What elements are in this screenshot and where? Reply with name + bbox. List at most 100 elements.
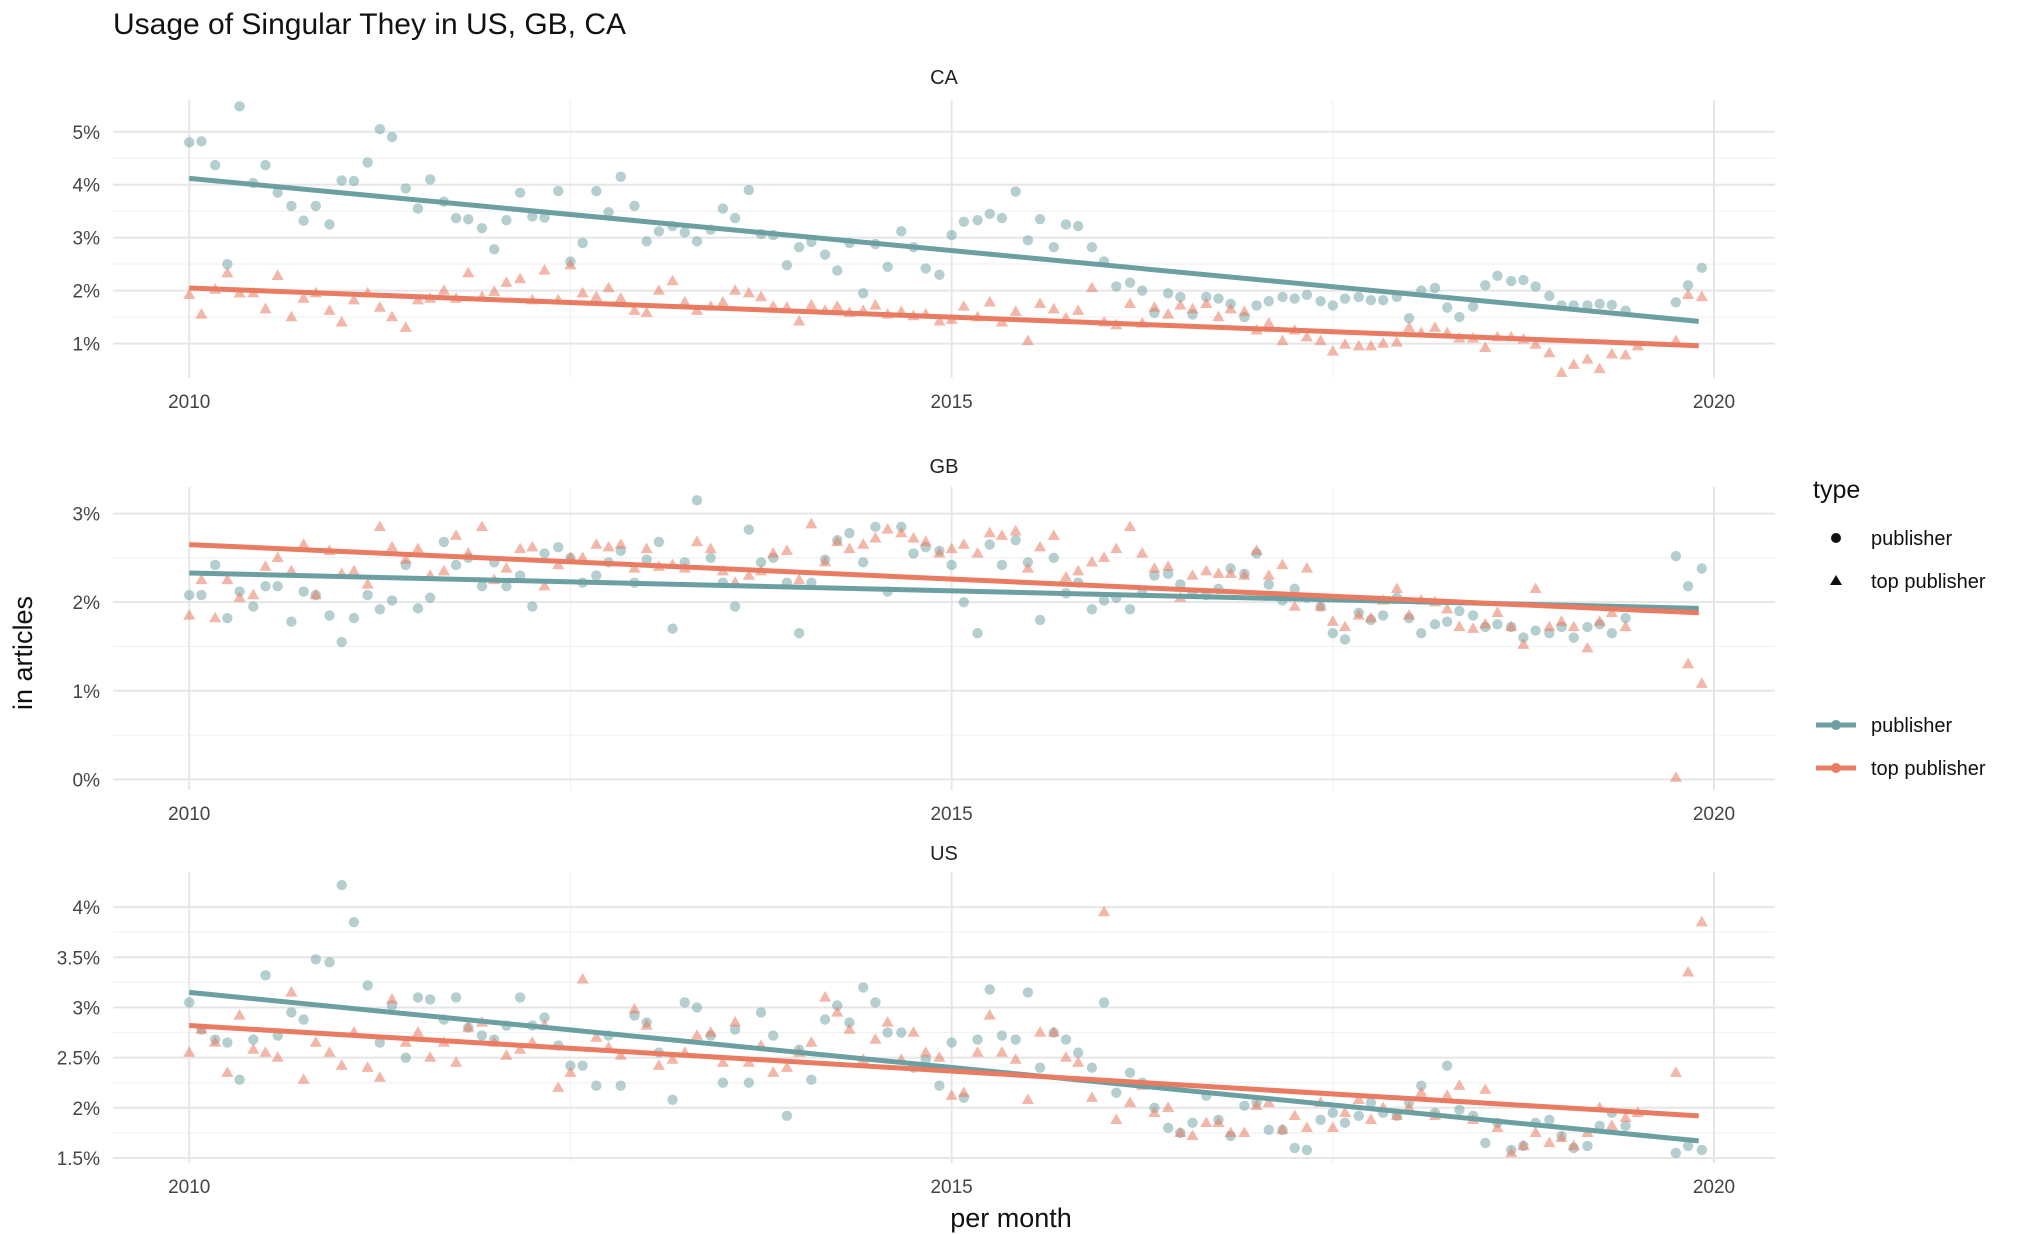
data-point: [652, 284, 665, 295]
legend-key-triangle: [1830, 575, 1842, 585]
data-point: [195, 308, 208, 319]
data-point: [691, 495, 703, 506]
data-point: [1289, 583, 1300, 595]
data-point: [832, 265, 843, 276]
data-point: [1262, 317, 1275, 328]
data-point: [591, 185, 602, 197]
data-point: [1669, 771, 1682, 782]
data-point: [1033, 297, 1047, 309]
data-point: [946, 559, 957, 571]
data-point: [488, 244, 500, 255]
data-point: [869, 299, 882, 310]
y-tick-label: 1.5%: [57, 1149, 100, 1170]
data-point: [577, 1060, 588, 1071]
data-point: [831, 535, 844, 547]
data-point: [614, 292, 627, 303]
y-tick-label: 3%: [73, 505, 101, 526]
data-point: [1327, 1107, 1339, 1119]
data-point: [1670, 297, 1682, 308]
data-point: [1238, 569, 1251, 580]
data-point: [335, 316, 348, 327]
data-point: [1593, 615, 1606, 626]
data-point: [1315, 296, 1326, 307]
data-point: [1606, 627, 1618, 639]
data-point: [501, 581, 512, 592]
data-point: [1429, 282, 1441, 294]
data-point: [438, 536, 450, 548]
data-point: [1338, 620, 1352, 632]
legend-key-circle: [1831, 533, 1841, 543]
data-point: [1479, 1083, 1492, 1094]
data-point: [1594, 298, 1605, 310]
data-point: [615, 1080, 626, 1091]
data-point: [754, 290, 768, 302]
data-point: [896, 226, 907, 237]
data-point: [843, 1023, 856, 1034]
data-point: [1072, 220, 1084, 232]
data-point: [958, 596, 970, 608]
data-point: [1415, 1086, 1428, 1097]
data-point: [297, 292, 310, 303]
data-point: [1454, 311, 1465, 323]
data-point: [1136, 547, 1149, 558]
data-point: [1301, 289, 1313, 301]
data-point: [271, 269, 284, 280]
data-point: [309, 588, 322, 600]
data-point: [324, 219, 335, 230]
data-point: [590, 290, 603, 302]
data-point: [628, 562, 641, 573]
data-point: [869, 1033, 882, 1044]
data-point: [1696, 262, 1708, 274]
data-point: [259, 1046, 272, 1057]
data-point: [1467, 622, 1480, 633]
data-point: [310, 200, 321, 212]
data-point: [629, 200, 640, 212]
series-publisher: [184, 101, 1708, 324]
data-point: [1416, 1080, 1427, 1091]
y-tick-label: 4%: [73, 898, 101, 919]
data-point: [209, 559, 221, 571]
data-point: [653, 226, 665, 237]
data-point: [1467, 610, 1479, 621]
data-point: [475, 520, 489, 532]
facet-label: US: [930, 843, 958, 865]
data-point: [1201, 291, 1212, 303]
data-point: [919, 535, 932, 547]
data-point: [297, 1073, 310, 1084]
data-point: [958, 216, 970, 227]
data-point: [755, 557, 767, 568]
data-point: [335, 1059, 348, 1070]
data-point: [1123, 297, 1137, 309]
data-point: [1568, 632, 1579, 643]
data-point: [1072, 304, 1085, 315]
data-point: [1148, 562, 1161, 573]
data-point: [297, 538, 310, 549]
y-axis-title: in articles: [8, 596, 38, 710]
data-point: [1428, 321, 1442, 332]
data-point: [946, 229, 957, 241]
data-point: [1288, 1109, 1301, 1120]
data-point: [602, 281, 615, 293]
data-point: [666, 1053, 679, 1064]
data-point: [1505, 1146, 1518, 1158]
data-point: [1480, 1137, 1491, 1149]
y-tick-label: 2%: [73, 1099, 101, 1120]
data-point: [843, 542, 856, 554]
data-point: [667, 623, 678, 634]
data-point: [716, 295, 729, 307]
data-point: [385, 310, 399, 322]
data-point: [805, 517, 818, 529]
data-point: [1529, 338, 1542, 349]
data-point: [514, 272, 527, 284]
facet-label: GB: [930, 456, 959, 478]
data-point: [1213, 293, 1224, 304]
data-point: [729, 1024, 741, 1035]
data-point: [920, 263, 931, 274]
data-point: [361, 1061, 374, 1072]
data-point: [1276, 558, 1289, 570]
data-point: [933, 547, 946, 558]
data-point: [755, 1007, 767, 1018]
data-point: [1022, 987, 1034, 998]
data-point: [882, 1027, 893, 1038]
data-point: [781, 1110, 793, 1122]
